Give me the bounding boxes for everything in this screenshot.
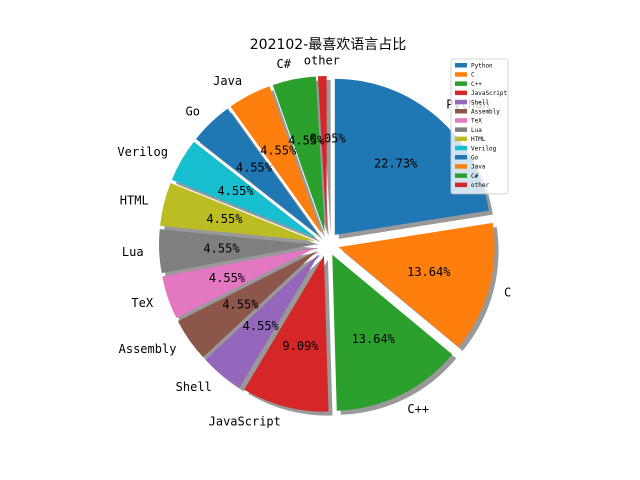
legend-label-tex: TeX [471, 118, 482, 125]
legend-label-c: C [471, 72, 475, 79]
category-label-go: Go [186, 104, 200, 118]
legend-label-assembly: Assembly [471, 109, 500, 116]
slice-shell [205, 253, 320, 388]
legend-label-python: Python [471, 63, 493, 70]
legend-swatch-other [455, 182, 467, 188]
slice-lua [159, 229, 316, 274]
legend-swatch-tex [455, 118, 467, 123]
legend-label-html: HTML [471, 136, 486, 143]
legend-swatch-java [455, 164, 467, 169]
pct-label-c: 13.64% [407, 265, 451, 279]
legend-swatch-python [455, 63, 467, 68]
slice-assembly [177, 250, 318, 358]
pct-label-html: 4.55% [206, 212, 243, 226]
legend-swatch-assembly [455, 109, 467, 114]
category-label-shell: Shell [176, 380, 212, 394]
slice-tex [162, 247, 316, 319]
category-label-assembly: Assembly [119, 342, 177, 356]
legend-label-javascript: JavaScript [471, 90, 508, 97]
slice-java [230, 86, 322, 234]
legend-swatch-go [455, 155, 467, 160]
category-label-tex: TeX [131, 296, 153, 310]
slice-javascript [244, 255, 329, 412]
legend-label-java: Java [471, 164, 486, 171]
pct-label-go: 4.55% [236, 161, 273, 175]
slice-verilog [171, 141, 317, 238]
pct-label-cpp: 13.64% [352, 332, 396, 346]
legend-label-cpp: C++ [471, 81, 482, 88]
category-label-java: Java [213, 74, 242, 88]
category-label-c: C [504, 286, 511, 300]
category-label-javascript: JavaScript [209, 415, 281, 429]
pie-slices [159, 76, 495, 412]
chart-title: 202102-最喜欢语言占比 [250, 37, 407, 53]
legend-label-go: Go [471, 155, 479, 162]
legend-label-csharp: C# [471, 173, 479, 180]
legend-label-lua: Lua [471, 127, 482, 134]
category-label-lua: Lua [122, 245, 144, 259]
pct-label-verilog: 4.55% [217, 184, 254, 198]
pct-label-shell: 4.55% [243, 319, 280, 333]
legend-label-verilog: Verilog [471, 145, 497, 152]
category-label-other: other [304, 53, 340, 67]
legend-label-shell: Shell [471, 99, 489, 106]
slice-go [195, 108, 319, 236]
slice-other [317, 76, 327, 233]
pct-label-assembly: 4.55% [222, 297, 259, 311]
legend-label-other: other [471, 182, 489, 189]
category-label-csharp: C# [277, 57, 292, 71]
pct-label-csharp: 4.55% [288, 133, 325, 147]
slice-csharp [272, 76, 325, 233]
pct-label-tex: 4.55% [209, 271, 246, 285]
legend-swatch-lua [455, 127, 467, 132]
legend: Python C C++ JavaScript Shell Assembly TeX Lua H… [450, 58, 509, 195]
category-label-cpp: C++ [407, 402, 429, 416]
legend-swatch-c [455, 72, 467, 77]
slice-cpp [332, 254, 453, 411]
legend-swatch-cpp [455, 81, 467, 86]
legend-swatch-verilog [455, 145, 467, 151]
pct-label-other: -0.05% [302, 131, 346, 145]
slice-html [160, 182, 316, 242]
legend-swatch-csharp [455, 173, 467, 178]
pct-label-javascript: 9.09% [282, 339, 319, 353]
percentage-labels: 22.73%13.64%13.64%9.09%4.55%4.55%4.55%4.… [203, 131, 451, 353]
slice-c [338, 222, 495, 347]
legend-swatch-html [455, 136, 467, 142]
category-label-html: HTML [120, 193, 149, 207]
slice-python [334, 78, 489, 235]
pct-label-python: 22.73% [374, 157, 418, 171]
pct-label-java: 4.55% [260, 143, 297, 157]
pct-label-lua: 4.55% [203, 242, 240, 256]
category-label-verilog: Verilog [117, 145, 168, 159]
legend-swatch-shell [455, 99, 467, 105]
legend-swatch-javascript [455, 90, 467, 96]
